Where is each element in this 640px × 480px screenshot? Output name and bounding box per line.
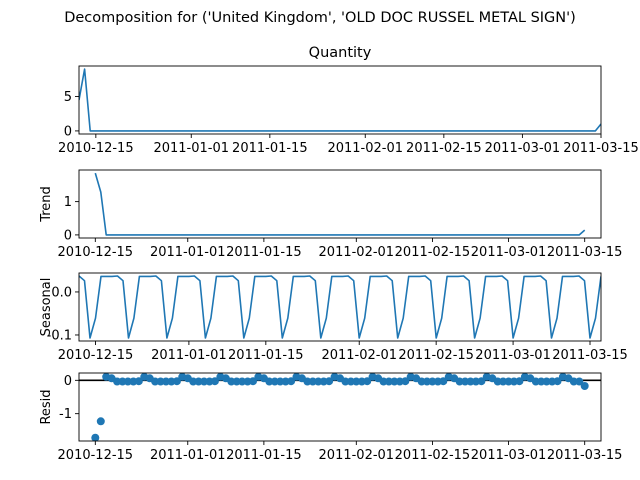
observed-xtick-label: 2011-02-01	[327, 141, 403, 156]
seasonal-xtick-label: 2011-02-15	[398, 348, 474, 363]
resid-point-2011-03-08	[542, 377, 551, 386]
observed-panel: 0 5 2010-12-15 2011-01-01 2011-01-15 2011-02-…	[58, 45, 639, 156]
seasonal-series-line	[79, 275, 601, 339]
observed-xtick-label: 2011-03-01	[485, 141, 561, 156]
seasonal-plot-area	[79, 275, 601, 339]
figure-suptitle: Decomposition for ('United Kingdom', 'OL…	[64, 10, 576, 26]
resid-point-2011-01-13	[249, 377, 257, 386]
observed-series-line	[79, 68, 601, 132]
trend-xtick-label: 2011-02-01	[319, 245, 395, 260]
trend-xtick-label: 2011-03-01	[471, 245, 547, 260]
resid-point-2010-12-21	[123, 377, 132, 386]
resid-point-2010-12-15	[91, 433, 100, 441]
seasonal-xtick-label: 2011-03-01	[475, 348, 551, 363]
observed-xtick-label: 2011-01-01	[153, 141, 229, 156]
resid-xtick-label: 2011-03-15	[547, 448, 623, 463]
resid-point-2011-03-15	[580, 382, 589, 390]
resid-point-2011-01-16	[265, 377, 274, 386]
trend-xtick-label: 2010-12-15	[58, 245, 134, 260]
resid-point-2011-01-11	[238, 377, 247, 386]
resid-point-2011-02-03	[363, 377, 372, 386]
resid-xtick-label: 2011-03-01	[471, 448, 547, 463]
resid-point-2011-03-13	[569, 377, 578, 386]
seasonal-panel: -0.1 0.0 2010-12-15 2011-01-01 2011-01-15 201…	[39, 272, 628, 363]
resid-point-2010-12-23	[134, 377, 143, 386]
trend-xtick-label: 2011-02-15	[395, 245, 471, 260]
resid-axes-frame	[78, 372, 602, 442]
trend-ytick-label: 1	[64, 195, 72, 210]
seasonal-xtick-label: 2011-03-15	[552, 348, 628, 363]
resid-plot-area	[91, 373, 589, 441]
trend-ylabel: Trend	[39, 186, 54, 223]
observed-plot-area	[79, 68, 601, 132]
observed-xtick-label: 2011-02-15	[406, 141, 482, 156]
resid-xtick-label: 2011-01-01	[150, 448, 226, 463]
resid-point-2011-02-17	[439, 377, 448, 386]
observed-ytick-label: 5	[64, 90, 72, 105]
seasonal-ytick-label: 0.0	[51, 285, 72, 300]
resid-point-2011-01-27	[325, 377, 334, 386]
resid-xtick-label: 2010-12-15	[58, 448, 134, 463]
seasonal-ylabel: Seasonal	[39, 278, 54, 337]
trend-xtick-label: 2011-03-15	[547, 245, 623, 260]
observed-xtick-label: 2010-12-15	[58, 141, 134, 156]
trend-plot-area	[94, 172, 586, 236]
resid-ylabel: Resid	[39, 389, 54, 424]
seasonal-ytick-label: -0.1	[47, 328, 72, 343]
resid-point-2011-01-06	[210, 377, 219, 386]
trend-axes-frame	[78, 169, 602, 239]
resid-point-2011-01-30	[341, 377, 350, 386]
resid-point-2010-12-26	[151, 377, 160, 386]
resid-ytick-label: 0	[64, 374, 72, 389]
resid-point-2011-03-14	[575, 377, 584, 386]
resid-panel: -1 0 2010-12-15 2011-01-01 2011-01-15 2011-02…	[39, 372, 623, 463]
resid-point-2011-02-01	[352, 377, 361, 386]
seasonal-xtick-label: 2011-02-01	[321, 348, 397, 363]
resid-point-2010-12-16	[96, 417, 105, 426]
resid-point-2011-03-03	[515, 377, 524, 386]
resid-xtick-label: 2011-02-01	[319, 448, 395, 463]
resid-ytick-label: -1	[59, 407, 72, 422]
seasonal-xtick-label: 2011-01-01	[151, 348, 227, 363]
resid-point-2011-02-10	[401, 377, 410, 386]
resid-point-2010-12-30	[172, 377, 181, 386]
observed-xtick-label: 2011-03-15	[563, 141, 639, 156]
resid-point-2011-01-24	[308, 377, 317, 386]
trend-panel: 0 1 2010-12-15 2011-01-01 2011-01-15 2011-02-…	[39, 169, 623, 260]
observed-axes-frame	[78, 65, 602, 135]
resid-point-2011-02-24	[477, 377, 486, 386]
resid-point-2011-02-28	[499, 377, 508, 386]
seasonal-xtick-label: 2011-01-15	[228, 348, 304, 363]
resid-point-2011-02-15	[428, 377, 437, 386]
observed-title: Quantity	[309, 45, 372, 61]
resid-xtick-label: 2011-01-15	[226, 448, 302, 463]
observed-xtick-label: 2011-01-15	[232, 141, 308, 156]
observed-ytick-label: 0	[64, 124, 72, 139]
resid-point-2011-01-03	[194, 377, 203, 386]
trend-series-line	[94, 172, 586, 236]
resid-point-2011-02-07	[384, 377, 393, 386]
resid-point-2011-03-10	[553, 377, 562, 386]
trend-xtick-label: 2011-01-01	[150, 245, 226, 260]
seasonal-axes-frame	[78, 272, 602, 342]
trend-xtick-label: 2011-01-15	[226, 245, 302, 260]
seasonal-xtick-label: 2010-12-15	[58, 348, 134, 363]
trend-ytick-label: 0	[64, 228, 72, 243]
resid-xtick-label: 2011-02-15	[395, 448, 471, 463]
resid-point-2011-02-20	[455, 377, 464, 386]
resid-point-2011-01-20	[287, 377, 296, 386]
